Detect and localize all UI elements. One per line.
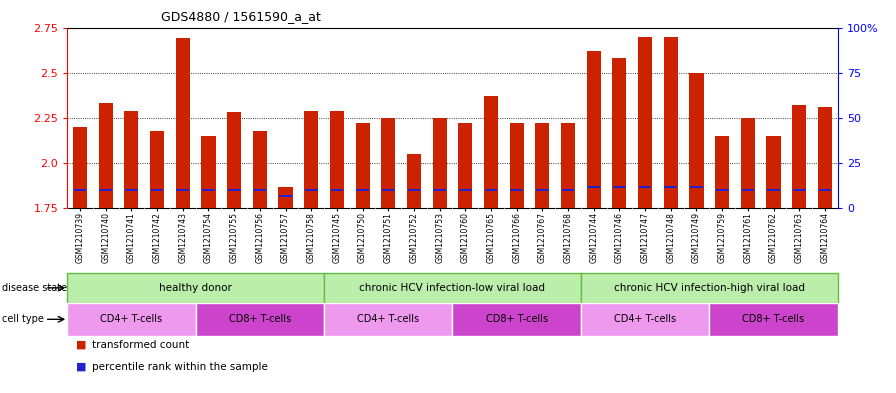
Bar [381,118,395,208]
Bar [581,273,838,303]
Bar [766,136,780,208]
Bar [793,189,806,191]
Text: chronic HCV infection-high viral load: chronic HCV infection-high viral load [614,283,805,293]
Bar [99,103,113,208]
Bar [459,189,471,191]
Bar [331,189,343,191]
Bar [227,112,241,208]
Bar [202,136,216,208]
Bar [99,189,112,191]
Bar [195,303,324,336]
Text: CD4+ T-cells: CD4+ T-cells [100,314,162,324]
Bar [638,37,652,208]
Bar [73,127,87,208]
Text: percentile rank within the sample: percentile rank within the sample [92,362,268,371]
Bar [150,130,164,208]
Bar [588,185,600,188]
Bar [741,118,755,208]
Bar [330,111,344,208]
Bar [485,189,497,191]
Bar [767,189,780,191]
Bar [324,273,581,303]
Bar [716,189,728,191]
Bar [710,303,838,336]
Bar [324,303,452,336]
Bar [151,189,163,191]
Bar [125,111,139,208]
Bar [382,189,394,191]
Bar [228,189,240,191]
Bar [639,185,651,188]
Bar [176,39,190,208]
Bar [613,185,625,188]
Bar [125,189,138,191]
Bar [253,130,267,208]
Bar [433,118,447,208]
Bar [73,189,86,191]
Text: CD8+ T-cells: CD8+ T-cells [743,314,805,324]
Bar [407,154,421,208]
Bar [510,123,524,208]
Bar [305,189,317,191]
Text: disease state: disease state [2,283,67,293]
Bar [664,37,678,208]
Bar [484,96,498,208]
Bar [690,185,702,188]
Bar [279,187,293,208]
Bar [452,303,581,336]
Bar [254,189,266,191]
Bar [742,189,754,191]
Bar [818,107,832,208]
Bar [581,303,710,336]
Text: ■: ■ [76,340,87,350]
Text: transformed count: transformed count [92,340,190,350]
Bar [511,189,523,191]
Bar [304,111,318,208]
Bar [458,123,472,208]
Bar [562,189,574,191]
Bar [715,136,729,208]
Bar [280,195,292,197]
Text: cell type: cell type [2,314,44,324]
Bar [67,303,195,336]
Text: CD8+ T-cells: CD8+ T-cells [228,314,291,324]
Text: ■: ■ [76,362,87,371]
Bar [177,189,189,191]
Bar [612,58,626,208]
Bar [561,123,575,208]
Bar [408,189,420,191]
Text: chronic HCV infection-low viral load: chronic HCV infection-low viral load [359,283,546,293]
Bar [356,123,370,208]
Text: CD8+ T-cells: CD8+ T-cells [486,314,547,324]
Bar [689,73,703,208]
Bar [819,189,831,191]
Bar [587,51,601,208]
Bar [536,189,548,191]
Bar [535,123,549,208]
Bar [67,273,324,303]
Bar [434,189,446,191]
Bar [665,185,677,188]
Bar [202,189,215,191]
Text: CD4+ T-cells: CD4+ T-cells [614,314,676,324]
Text: healthy donor: healthy donor [159,283,232,293]
Bar [357,189,369,191]
Text: CD4+ T-cells: CD4+ T-cells [358,314,419,324]
Text: GDS4880 / 1561590_a_at: GDS4880 / 1561590_a_at [161,10,321,23]
Bar [792,105,806,208]
